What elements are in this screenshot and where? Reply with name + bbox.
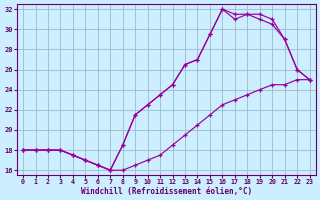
X-axis label: Windchill (Refroidissement éolien,°C): Windchill (Refroidissement éolien,°C)	[81, 187, 252, 196]
